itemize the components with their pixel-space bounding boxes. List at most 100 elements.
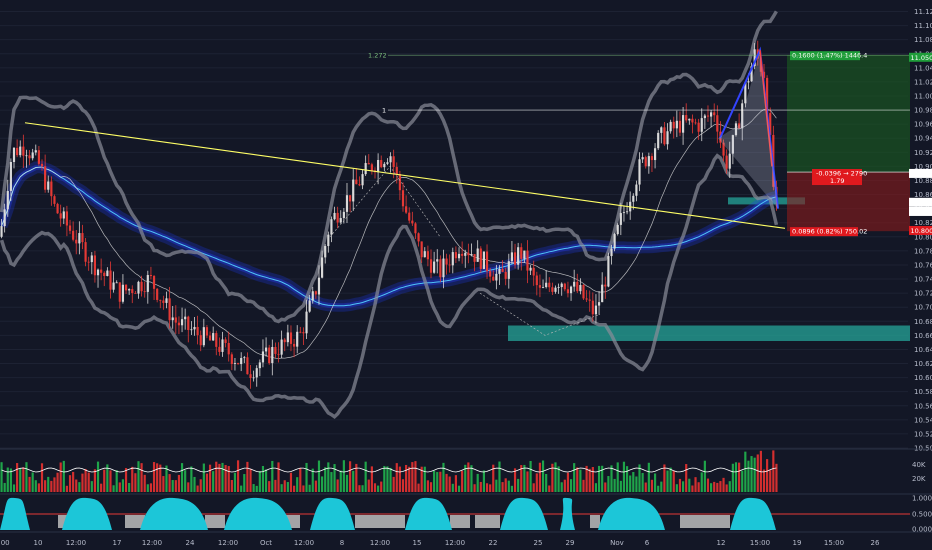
volume-bar-94: [292, 485, 296, 492]
candle-body-164: [510, 252, 514, 262]
candle-body-23: [72, 230, 75, 240]
volume-bar-203: [632, 472, 635, 492]
candle-body-207: [644, 157, 647, 167]
volume-bar-8: [25, 462, 28, 492]
price-tick-25: 10.6200: [914, 360, 932, 368]
candle-body-170: [529, 267, 532, 271]
time-label-19: 15:00: [750, 539, 770, 547]
volume-bar-237: [738, 462, 741, 492]
candle-body-50: [156, 288, 159, 300]
osc-block-2: [205, 515, 225, 528]
volume-bar-198: [616, 462, 619, 492]
volume-bar-98: [305, 462, 308, 492]
candle-body-180: [560, 283, 563, 288]
volume-bar-81: [252, 484, 255, 492]
volume-bar-100: [311, 468, 314, 492]
candle-body-5: [16, 147, 19, 156]
volume-bar-224: [697, 482, 700, 492]
ma-fast-line: [1, 109, 777, 360]
candle-body-185: [576, 281, 579, 292]
candle-body-119: [370, 164, 373, 171]
volume-bar-84: [261, 465, 265, 492]
candle-body-149: [464, 252, 467, 256]
price-tick-0: 11.1200: [914, 8, 932, 16]
candle-body-37: [115, 282, 118, 284]
volume-bar-56: [174, 480, 177, 492]
candle-body-211: [657, 132, 660, 149]
candle-body-172: [535, 275, 538, 286]
volume-bar-49: [152, 462, 156, 492]
candle-body-74: [230, 354, 233, 364]
time-label-6: 12:00: [218, 539, 238, 547]
volume-bar-189: [588, 468, 591, 492]
candle-body-45: [140, 281, 143, 292]
volume-bar-211: [657, 485, 660, 492]
volume-bar-33: [103, 469, 106, 492]
volume-bar-122: [380, 481, 383, 492]
price-tick-15: 10.8200: [914, 219, 932, 227]
volume-bar-205: [638, 464, 641, 492]
price-tick-12: 10.8800: [914, 177, 932, 185]
candle-body-133: [414, 223, 417, 234]
volume-bar-151: [470, 465, 473, 492]
price-tick-9: 10.9400: [914, 135, 932, 143]
volume-bar-150: [467, 462, 470, 492]
volume-bar-223: [694, 477, 697, 492]
candle-body-41: [128, 289, 131, 291]
volume-bar-149: [464, 464, 467, 492]
candle-body-175: [545, 282, 548, 288]
volume-bar-134: [417, 483, 420, 492]
price-tick-10: 10.9200: [914, 149, 932, 157]
volume-bar-51: [159, 464, 162, 492]
volume-bar-44: [137, 461, 140, 492]
fib-label-0: 1.272: [368, 52, 387, 60]
volume-bar-3: [9, 468, 12, 492]
volume-bar-171: [532, 483, 535, 492]
candle-body-79: [246, 357, 249, 375]
candle-body-56: [174, 317, 177, 323]
lines-layer: 1.272 1: [24, 46, 910, 336]
candle-body-60: [187, 316, 190, 331]
volume-bar-127: [395, 463, 398, 492]
volume-bar-37: [115, 470, 118, 492]
candle-body-111: [345, 195, 349, 212]
candle-body-201: [625, 211, 629, 213]
volume-bar-187: [582, 479, 585, 492]
candle-body-198: [616, 224, 619, 235]
candle-body-114: [355, 179, 358, 185]
candle-body-96: [299, 331, 302, 333]
candle-body-225: [700, 118, 703, 132]
volume-bar-25: [78, 482, 81, 492]
candle-body-81: [252, 377, 255, 379]
candle-body-142: [442, 258, 445, 278]
candle-body-138: [429, 259, 433, 273]
volume-bar-118: [367, 479, 370, 492]
volume-bar-1: [3, 482, 6, 492]
candle-body-117: [364, 163, 367, 175]
candle-body-126: [392, 156, 395, 167]
volume-bar-148: [461, 470, 464, 492]
pattern-fill: [718, 50, 778, 209]
candle-body-193: [601, 284, 604, 303]
volume-bar-106: [330, 472, 333, 492]
volume-bar-89: [277, 462, 280, 492]
candle-body-195: [607, 256, 610, 287]
candle-body-150: [467, 252, 470, 256]
volume-bar-86: [268, 481, 271, 492]
candle-body-129: [401, 190, 405, 207]
dashed-pattern-1: [329, 165, 441, 237]
candle-body-40: [124, 284, 128, 291]
candle-body-208: [647, 156, 650, 167]
candle-body-91: [283, 339, 286, 343]
volume-bar-101: [314, 480, 317, 492]
volume-bar-156: [485, 483, 489, 492]
volume-bar-215: [669, 467, 672, 492]
candle-body-70: [218, 346, 221, 352]
volume-bar-142: [442, 462, 445, 492]
time-label-17: 6: [645, 539, 650, 547]
volume-bar-174: [541, 460, 545, 492]
candle-body-165: [513, 252, 517, 265]
volume-bar-26: [81, 473, 84, 492]
